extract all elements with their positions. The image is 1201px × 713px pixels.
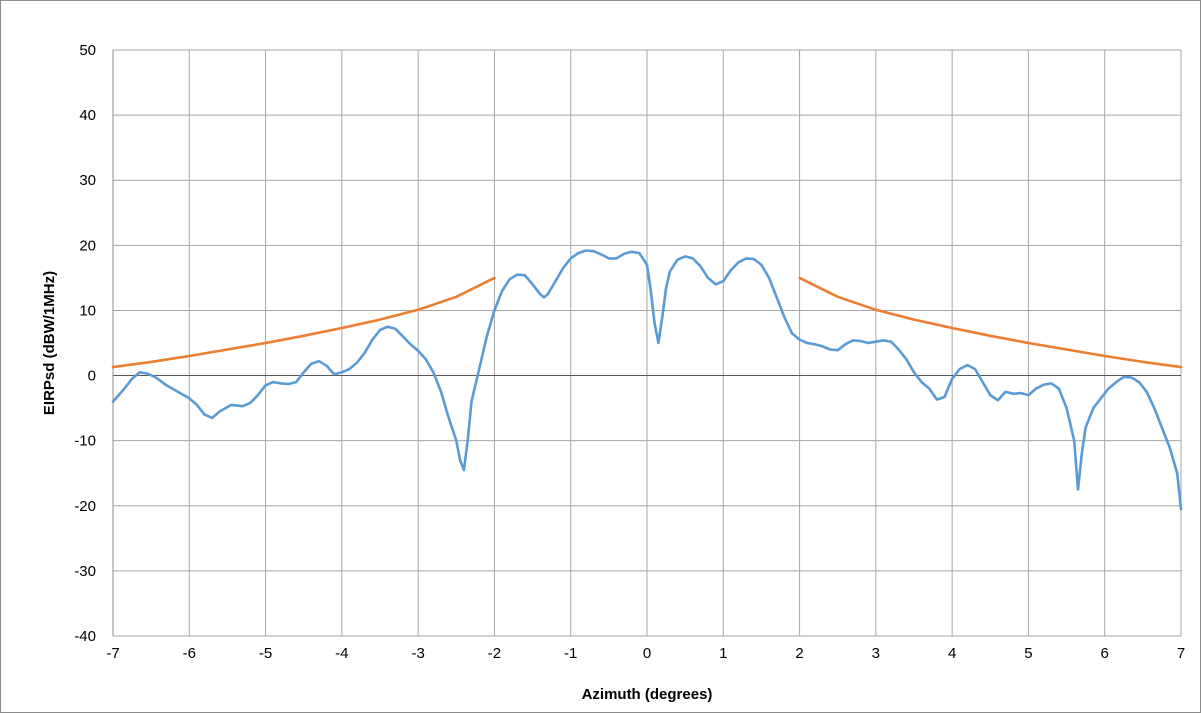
- series-lines: [111, 249, 1183, 511]
- y-tick-label: 0: [88, 368, 96, 385]
- x-tick-label: 4: [948, 645, 956, 662]
- y-tick-label: -20: [74, 498, 96, 515]
- x-tick-label: -4: [335, 645, 348, 662]
- x-tick-label: 1: [719, 645, 727, 662]
- x-tick-label: -1: [564, 645, 577, 662]
- y-tick-label: 40: [79, 107, 96, 124]
- y-tick-label: 20: [79, 237, 96, 254]
- x-tick-label: -6: [183, 645, 196, 662]
- y-tick-label: 10: [79, 302, 96, 319]
- x-tick-label: 0: [643, 645, 651, 662]
- x-tick-label: 2: [795, 645, 803, 662]
- y-tick-label: -30: [74, 563, 96, 580]
- tick-labels: -7 -6 -5 -4 -3 -2 -1 0 1 2 3 4 5 6 7-40-30-20-10010203…: [74, 42, 1185, 662]
- x-tick-label: 3: [872, 645, 880, 662]
- x-axis-title: Azimuth (degrees): [582, 686, 713, 703]
- grid-lines: [112, 49, 1182, 637]
- y-tick-label: 30: [79, 172, 96, 189]
- y-tick-label: 50: [79, 42, 96, 59]
- y-tick-label: -10: [74, 433, 96, 450]
- x-tick-label: -2: [488, 645, 501, 662]
- y-tick-label: -40: [74, 628, 96, 645]
- x-tick-label: -7: [106, 645, 119, 662]
- x-tick-label: -5: [259, 645, 272, 662]
- x-tick-label: 6: [1101, 645, 1109, 662]
- x-tick-label: 7: [1177, 645, 1185, 662]
- mask-line-1: [111, 276, 496, 369]
- x-tick-label: -3: [411, 645, 424, 662]
- mask-line-2: [798, 276, 1183, 369]
- x-tick-label: 5: [1024, 645, 1032, 662]
- measured-eirpsd-line: [111, 249, 1183, 511]
- y-axis-title: EIRPsd (dBW/1MHz): [41, 271, 58, 415]
